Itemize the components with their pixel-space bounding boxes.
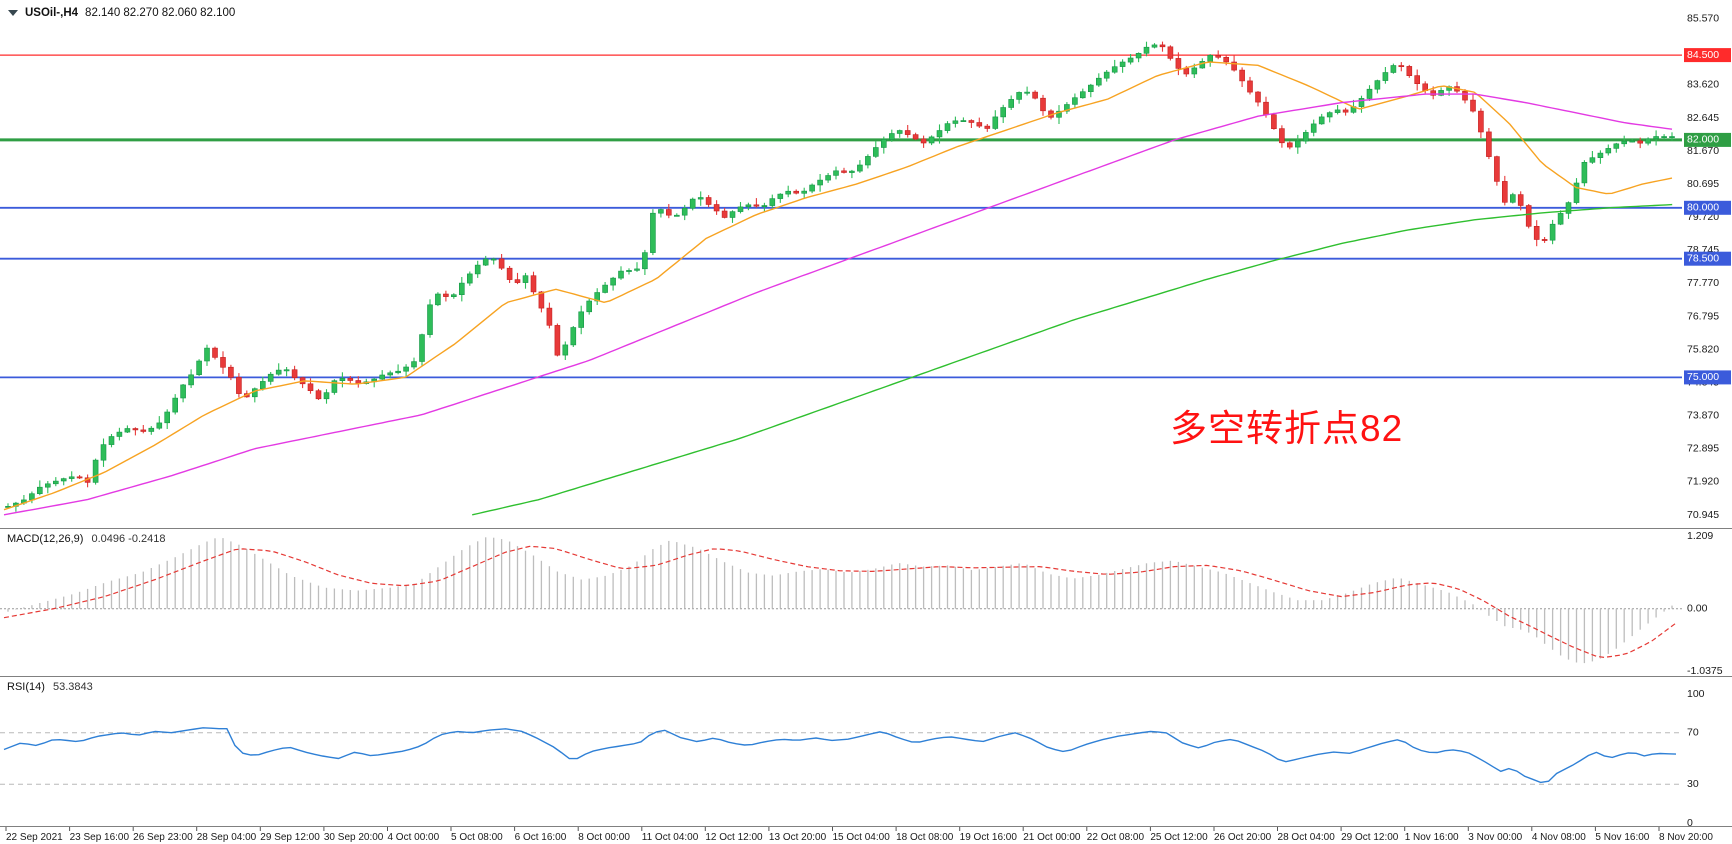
svg-text:80.695: 80.695: [1687, 178, 1719, 190]
symbol-timeframe-label: USOil-,H4: [25, 7, 79, 19]
candles[interactable]: [5, 41, 1675, 512]
svg-text:78.500: 78.500: [1687, 252, 1719, 264]
rsi-indicator-label: RSI(14) 53.3843: [7, 681, 93, 693]
macd-panel[interactable]: 1.209 0.00 -1.0375: [0, 530, 1723, 677]
svg-text:25 Oct 12:00: 25 Oct 12:00: [1150, 832, 1208, 843]
svg-text:0.00: 0.00: [1687, 602, 1708, 614]
svg-text:81.670: 81.670: [1687, 145, 1719, 157]
svg-text:-1.0375: -1.0375: [1687, 665, 1723, 677]
svg-text:76.795: 76.795: [1687, 310, 1719, 322]
svg-text:77.770: 77.770: [1687, 277, 1719, 289]
svg-text:22 Oct 08:00: 22 Oct 08:00: [1087, 832, 1145, 843]
svg-text:26 Oct 20:00: 26 Oct 20:00: [1214, 832, 1272, 843]
svg-text:4 Nov 08:00: 4 Nov 08:00: [1532, 832, 1586, 843]
svg-text:80.000: 80.000: [1687, 202, 1719, 214]
rsi-values: 53.3843: [52, 681, 93, 693]
svg-text:30 Sep 20:00: 30 Sep 20:00: [324, 832, 384, 843]
ma-line-mid: [3, 93, 1673, 516]
svg-text:1 Nov 16:00: 1 Nov 16:00: [1405, 832, 1459, 843]
svg-text:28 Oct 04:00: 28 Oct 04:00: [1278, 832, 1336, 843]
svg-text:15 Oct 04:00: 15 Oct 04:00: [833, 832, 891, 843]
svg-text:78.745: 78.745: [1687, 244, 1719, 256]
annotation-text: 多空转折点82: [1170, 408, 1404, 449]
svg-text:71.920: 71.920: [1687, 476, 1719, 488]
svg-text:29 Sep 12:00: 29 Sep 12:00: [260, 832, 320, 843]
svg-text:8 Oct 00:00: 8 Oct 00:00: [578, 832, 630, 843]
macd-name: MACD(12,26,9): [7, 533, 84, 545]
svg-text:23 Sep 16:00: 23 Sep 16:00: [70, 832, 130, 843]
symbol-dropdown-icon[interactable]: [8, 10, 18, 16]
svg-text:73.870: 73.870: [1687, 410, 1719, 422]
svg-text:3 Nov 00:00: 3 Nov 00:00: [1468, 832, 1522, 843]
ma-line-slow: [472, 203, 1673, 516]
svg-text:28 Sep 04:00: 28 Sep 04:00: [197, 832, 257, 843]
svg-text:19 Oct 16:00: 19 Oct 16:00: [960, 832, 1018, 843]
macd-indicator-label: MACD(12,26,9) 0.0496 -0.2418: [7, 533, 166, 545]
svg-text:85.570: 85.570: [1687, 13, 1719, 25]
svg-text:75.000: 75.000: [1687, 371, 1719, 383]
title-ohlc-values: 82.140 82.270 82.060 82.100: [85, 7, 236, 19]
svg-text:75.820: 75.820: [1687, 343, 1719, 355]
svg-text:0: 0: [1687, 817, 1693, 829]
panel-dividers: [0, 528, 1732, 827]
svg-text:72.895: 72.895: [1687, 443, 1719, 455]
svg-text:22 Sep 2021: 22 Sep 2021: [6, 832, 63, 843]
svg-text:84.500: 84.500: [1687, 49, 1719, 61]
svg-text:70: 70: [1687, 726, 1699, 738]
svg-text:6 Oct 16:00: 6 Oct 16:00: [515, 832, 567, 843]
svg-text:82.000: 82.000: [1687, 134, 1719, 146]
svg-text:11 Oct 04:00: 11 Oct 04:00: [642, 832, 699, 843]
svg-text:29 Oct 12:00: 29 Oct 12:00: [1341, 832, 1399, 843]
macd-values: 0.0496 -0.2418: [91, 533, 166, 545]
rsi-panel[interactable]: 100 70 30 0: [0, 688, 1705, 829]
svg-text:1.209: 1.209: [1687, 530, 1713, 542]
svg-text:5 Nov 16:00: 5 Nov 16:00: [1595, 832, 1649, 843]
svg-text:100: 100: [1687, 688, 1705, 700]
svg-text:26 Sep 23:00: 26 Sep 23:00: [133, 832, 193, 843]
ma-line-fast: [3, 61, 1673, 511]
price-axis: 85.57083.62082.64581.67080.69579.72078.7…: [1684, 13, 1731, 521]
svg-text:4 Oct 00:00: 4 Oct 00:00: [387, 832, 439, 843]
svg-text:5 Oct 08:00: 5 Oct 08:00: [451, 832, 503, 843]
rsi-name: RSI(14): [7, 681, 45, 693]
chart-title: USOil-,H4 82.140 82.270 82.060 82.100: [8, 7, 235, 19]
svg-text:30: 30: [1687, 778, 1699, 790]
svg-text:12 Oct 12:00: 12 Oct 12:00: [705, 832, 763, 843]
svg-text:18 Oct 08:00: 18 Oct 08:00: [896, 832, 954, 843]
svg-text:70.945: 70.945: [1687, 509, 1719, 521]
svg-text:82.645: 82.645: [1687, 112, 1719, 124]
svg-text:13 Oct 20:00: 13 Oct 20:00: [769, 832, 827, 843]
svg-text:83.620: 83.620: [1687, 79, 1719, 91]
svg-text:21 Oct 00:00: 21 Oct 00:00: [1023, 832, 1081, 843]
horizontal-level-lines[interactable]: [0, 54, 1682, 379]
svg-text:8 Nov 20:00: 8 Nov 20:00: [1659, 832, 1713, 843]
time-axis[interactable]: 22 Sep 2021 23 Sep 16:00 26 Sep 23:00 28 Se…: [5, 827, 1713, 843]
